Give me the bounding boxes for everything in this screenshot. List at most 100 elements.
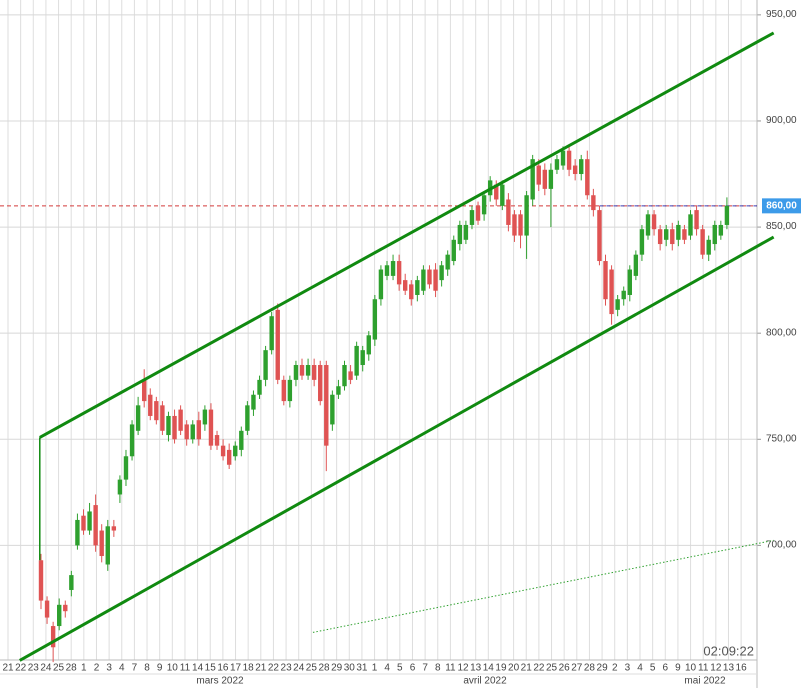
candle-body bbox=[712, 224, 717, 245]
candle-body bbox=[81, 515, 86, 531]
x-tick-label: 25 bbox=[53, 663, 65, 674]
month-label: mars 2022 bbox=[196, 676, 244, 687]
candle-body bbox=[506, 199, 511, 225]
x-tick-label: 11 bbox=[698, 663, 709, 674]
x-tick-label: 27 bbox=[571, 663, 583, 674]
candle-body bbox=[172, 415, 177, 440]
x-tick-label: 25 bbox=[306, 663, 318, 674]
candle-body bbox=[354, 345, 359, 376]
candle-body bbox=[233, 445, 238, 457]
candle-body bbox=[676, 224, 681, 240]
candle-body bbox=[579, 159, 584, 175]
x-tick-label: 6 bbox=[410, 663, 416, 674]
candle-body bbox=[214, 435, 220, 446]
x-tick-label: 23 bbox=[281, 663, 293, 674]
candle-body bbox=[105, 526, 110, 565]
candle-body bbox=[390, 261, 396, 276]
candle-body bbox=[330, 394, 335, 425]
candle-body bbox=[141, 379, 147, 402]
x-tick-label: 13 bbox=[470, 663, 482, 674]
x-tick-label: 21 bbox=[521, 663, 533, 674]
x-tick-label: 8 bbox=[435, 663, 441, 674]
x-tick-label: 5 bbox=[397, 663, 403, 674]
x-tick-label: 13 bbox=[723, 663, 735, 674]
candle-body bbox=[585, 159, 590, 196]
candle-body bbox=[148, 394, 153, 416]
candle-body bbox=[554, 159, 560, 170]
candle-body bbox=[415, 280, 420, 295]
candle-body bbox=[439, 265, 444, 281]
x-tick-label: 3 bbox=[106, 663, 112, 674]
candle-body bbox=[409, 284, 414, 300]
x-tick-label: 9 bbox=[157, 663, 163, 674]
candle-body bbox=[366, 335, 371, 355]
x-tick-label: 29 bbox=[331, 663, 343, 674]
x-tick-label: 1 bbox=[81, 663, 87, 674]
candle-body bbox=[536, 165, 541, 185]
x-tick-label: 12 bbox=[457, 663, 469, 674]
candle-body bbox=[469, 210, 475, 225]
candle-body bbox=[597, 210, 602, 262]
candle-body bbox=[603, 261, 608, 300]
candle-body bbox=[639, 229, 645, 255]
x-tick-label: 17 bbox=[230, 663, 242, 674]
candle-body bbox=[281, 379, 286, 402]
candle-body bbox=[251, 394, 256, 410]
x-tick-label: 7 bbox=[132, 663, 138, 674]
x-tick-label: 2 bbox=[94, 663, 100, 674]
x-tick-label: 18 bbox=[243, 663, 255, 674]
candle-body bbox=[421, 269, 426, 291]
x-tick-label: 11 bbox=[445, 663, 456, 674]
candle-body bbox=[360, 350, 365, 366]
candle-body bbox=[396, 261, 402, 285]
candle-body bbox=[208, 409, 214, 446]
candle-body bbox=[512, 214, 517, 236]
candle-body bbox=[190, 424, 195, 440]
y-tick-label: 800,00 bbox=[766, 327, 797, 338]
candle-body bbox=[481, 195, 487, 215]
x-tick-label: 31 bbox=[356, 663, 368, 674]
candle-body bbox=[457, 224, 463, 245]
y-tick-label: 700,00 bbox=[766, 540, 797, 551]
candle-body bbox=[560, 150, 566, 166]
candle-body bbox=[305, 365, 311, 376]
x-tick-label: 23 bbox=[28, 663, 40, 674]
candle-body bbox=[257, 379, 262, 395]
candle-body bbox=[226, 449, 232, 465]
x-tick-label: 22 bbox=[533, 663, 545, 674]
candle-body bbox=[93, 505, 98, 546]
candle-body bbox=[299, 365, 305, 376]
x-tick-label: 26 bbox=[559, 663, 571, 674]
candle-body bbox=[651, 214, 657, 230]
candle-body bbox=[591, 195, 596, 211]
x-tick-label: 29 bbox=[597, 663, 609, 674]
candle-body bbox=[724, 205, 730, 225]
x-tick-label: 20 bbox=[508, 663, 520, 674]
candle-body bbox=[524, 195, 529, 236]
x-tick-label: 16 bbox=[217, 663, 229, 674]
x-tick-label: 5 bbox=[650, 663, 656, 674]
candle-body bbox=[682, 229, 687, 240]
candle-body bbox=[69, 575, 74, 590]
candle-body bbox=[75, 519, 80, 546]
candle-body bbox=[275, 309, 280, 380]
candle-body bbox=[324, 365, 329, 446]
y-tick-label: 950,00 bbox=[766, 9, 797, 20]
x-tick-label: 1 bbox=[372, 663, 378, 674]
x-tick-label: 28 bbox=[66, 663, 78, 674]
candle-body bbox=[117, 479, 123, 495]
candle-body bbox=[123, 456, 129, 480]
candle-body bbox=[627, 269, 632, 295]
x-tick-label: 2 bbox=[612, 663, 618, 674]
candle-body bbox=[44, 600, 50, 618]
candle-body bbox=[372, 299, 378, 340]
candle-body bbox=[530, 159, 535, 200]
price-badge bbox=[762, 198, 801, 214]
candle-body bbox=[287, 379, 293, 402]
candle-body bbox=[245, 405, 250, 431]
x-tick-label: 10 bbox=[685, 663, 697, 674]
candle-body bbox=[263, 350, 268, 380]
x-tick-label: 14 bbox=[192, 663, 204, 674]
candle-body bbox=[670, 229, 675, 245]
candle-body bbox=[621, 290, 626, 300]
